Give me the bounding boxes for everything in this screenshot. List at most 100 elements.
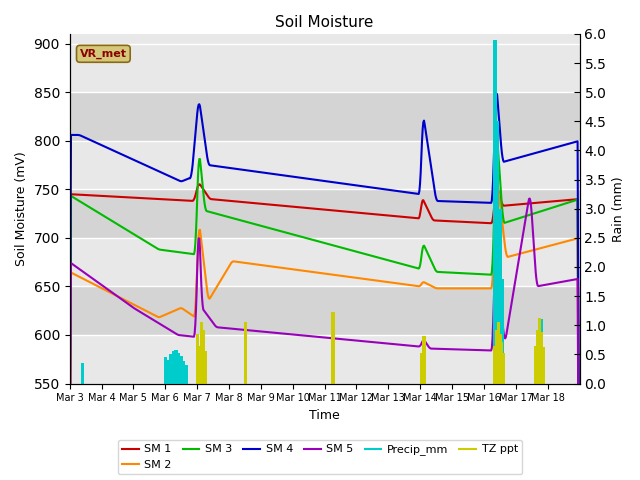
Bar — [332, 312, 333, 384]
Bar — [420, 353, 422, 384]
Bar — [200, 323, 202, 384]
Bar — [202, 330, 204, 384]
Bar — [498, 323, 500, 384]
Bar — [70, 141, 580, 189]
Bar — [499, 209, 502, 384]
Bar — [172, 351, 174, 384]
Bar — [244, 367, 246, 384]
Bar — [504, 353, 506, 384]
Bar — [493, 346, 495, 384]
Bar — [541, 332, 543, 384]
Title: Soil Moisture: Soil Moisture — [275, 15, 374, 30]
Bar — [182, 361, 184, 384]
Bar — [199, 346, 201, 384]
Bar — [422, 336, 424, 384]
Bar — [70, 335, 580, 384]
Text: VR_met: VR_met — [80, 48, 127, 59]
Bar — [493, 346, 495, 384]
Bar — [421, 353, 423, 384]
Bar — [181, 356, 183, 384]
Bar — [421, 357, 423, 384]
Bar — [496, 330, 498, 384]
Bar — [205, 351, 207, 384]
Bar — [422, 357, 424, 384]
Bar — [332, 312, 334, 384]
Bar — [174, 350, 177, 384]
Bar — [243, 323, 246, 384]
Bar — [420, 357, 422, 384]
Bar — [534, 346, 536, 384]
Bar — [500, 334, 502, 384]
Bar — [500, 209, 502, 384]
Bar — [541, 319, 543, 384]
Bar — [243, 367, 246, 384]
Bar — [503, 353, 505, 384]
Bar — [197, 334, 199, 384]
Bar — [245, 367, 247, 384]
Bar — [177, 353, 179, 384]
Bar — [81, 363, 83, 384]
Bar — [333, 366, 335, 384]
Bar — [422, 353, 424, 384]
Bar — [70, 44, 580, 92]
Bar — [170, 354, 172, 384]
Bar — [424, 336, 426, 384]
Bar — [540, 319, 542, 384]
Y-axis label: Rain (mm): Rain (mm) — [612, 176, 625, 241]
Bar — [499, 209, 500, 384]
Bar — [543, 348, 545, 384]
Bar — [165, 357, 167, 384]
Bar — [203, 330, 205, 384]
Bar — [202, 330, 204, 384]
Bar — [539, 318, 541, 384]
Bar — [501, 279, 503, 384]
Bar — [496, 121, 498, 384]
Bar — [179, 353, 180, 384]
Bar — [70, 92, 580, 141]
Bar — [70, 238, 580, 287]
Bar — [186, 365, 188, 384]
Bar — [538, 318, 540, 384]
Bar — [494, 40, 496, 384]
Bar — [164, 357, 166, 384]
Bar — [167, 360, 169, 384]
Bar — [81, 363, 83, 384]
Bar — [183, 361, 185, 384]
Bar — [168, 360, 170, 384]
Bar — [497, 121, 499, 384]
Bar — [502, 279, 504, 384]
Bar — [333, 312, 335, 384]
Bar — [180, 356, 182, 384]
X-axis label: Time: Time — [309, 409, 340, 422]
Bar — [201, 323, 203, 384]
Bar — [541, 332, 543, 384]
Bar — [502, 353, 504, 384]
Bar — [204, 351, 206, 384]
Bar — [172, 351, 173, 384]
Bar — [204, 351, 205, 384]
Bar — [540, 332, 542, 384]
Bar — [196, 334, 198, 384]
Bar — [542, 348, 544, 384]
Bar — [495, 330, 497, 384]
Bar — [423, 336, 425, 384]
Bar — [82, 363, 84, 384]
Bar — [170, 354, 172, 384]
Bar — [244, 323, 246, 384]
Bar — [499, 334, 502, 384]
Y-axis label: Soil Moisture (mV): Soil Moisture (mV) — [15, 151, 28, 266]
Bar — [495, 40, 497, 384]
Bar — [423, 353, 425, 384]
Bar — [540, 318, 541, 384]
Bar — [497, 323, 499, 384]
Bar — [175, 350, 177, 384]
Bar — [184, 365, 186, 384]
Bar — [182, 361, 184, 384]
Bar — [536, 346, 538, 384]
Bar — [538, 330, 540, 384]
Bar — [198, 346, 200, 384]
Bar — [245, 323, 247, 384]
Bar — [497, 323, 499, 384]
Bar — [497, 121, 499, 384]
Bar — [499, 334, 500, 384]
